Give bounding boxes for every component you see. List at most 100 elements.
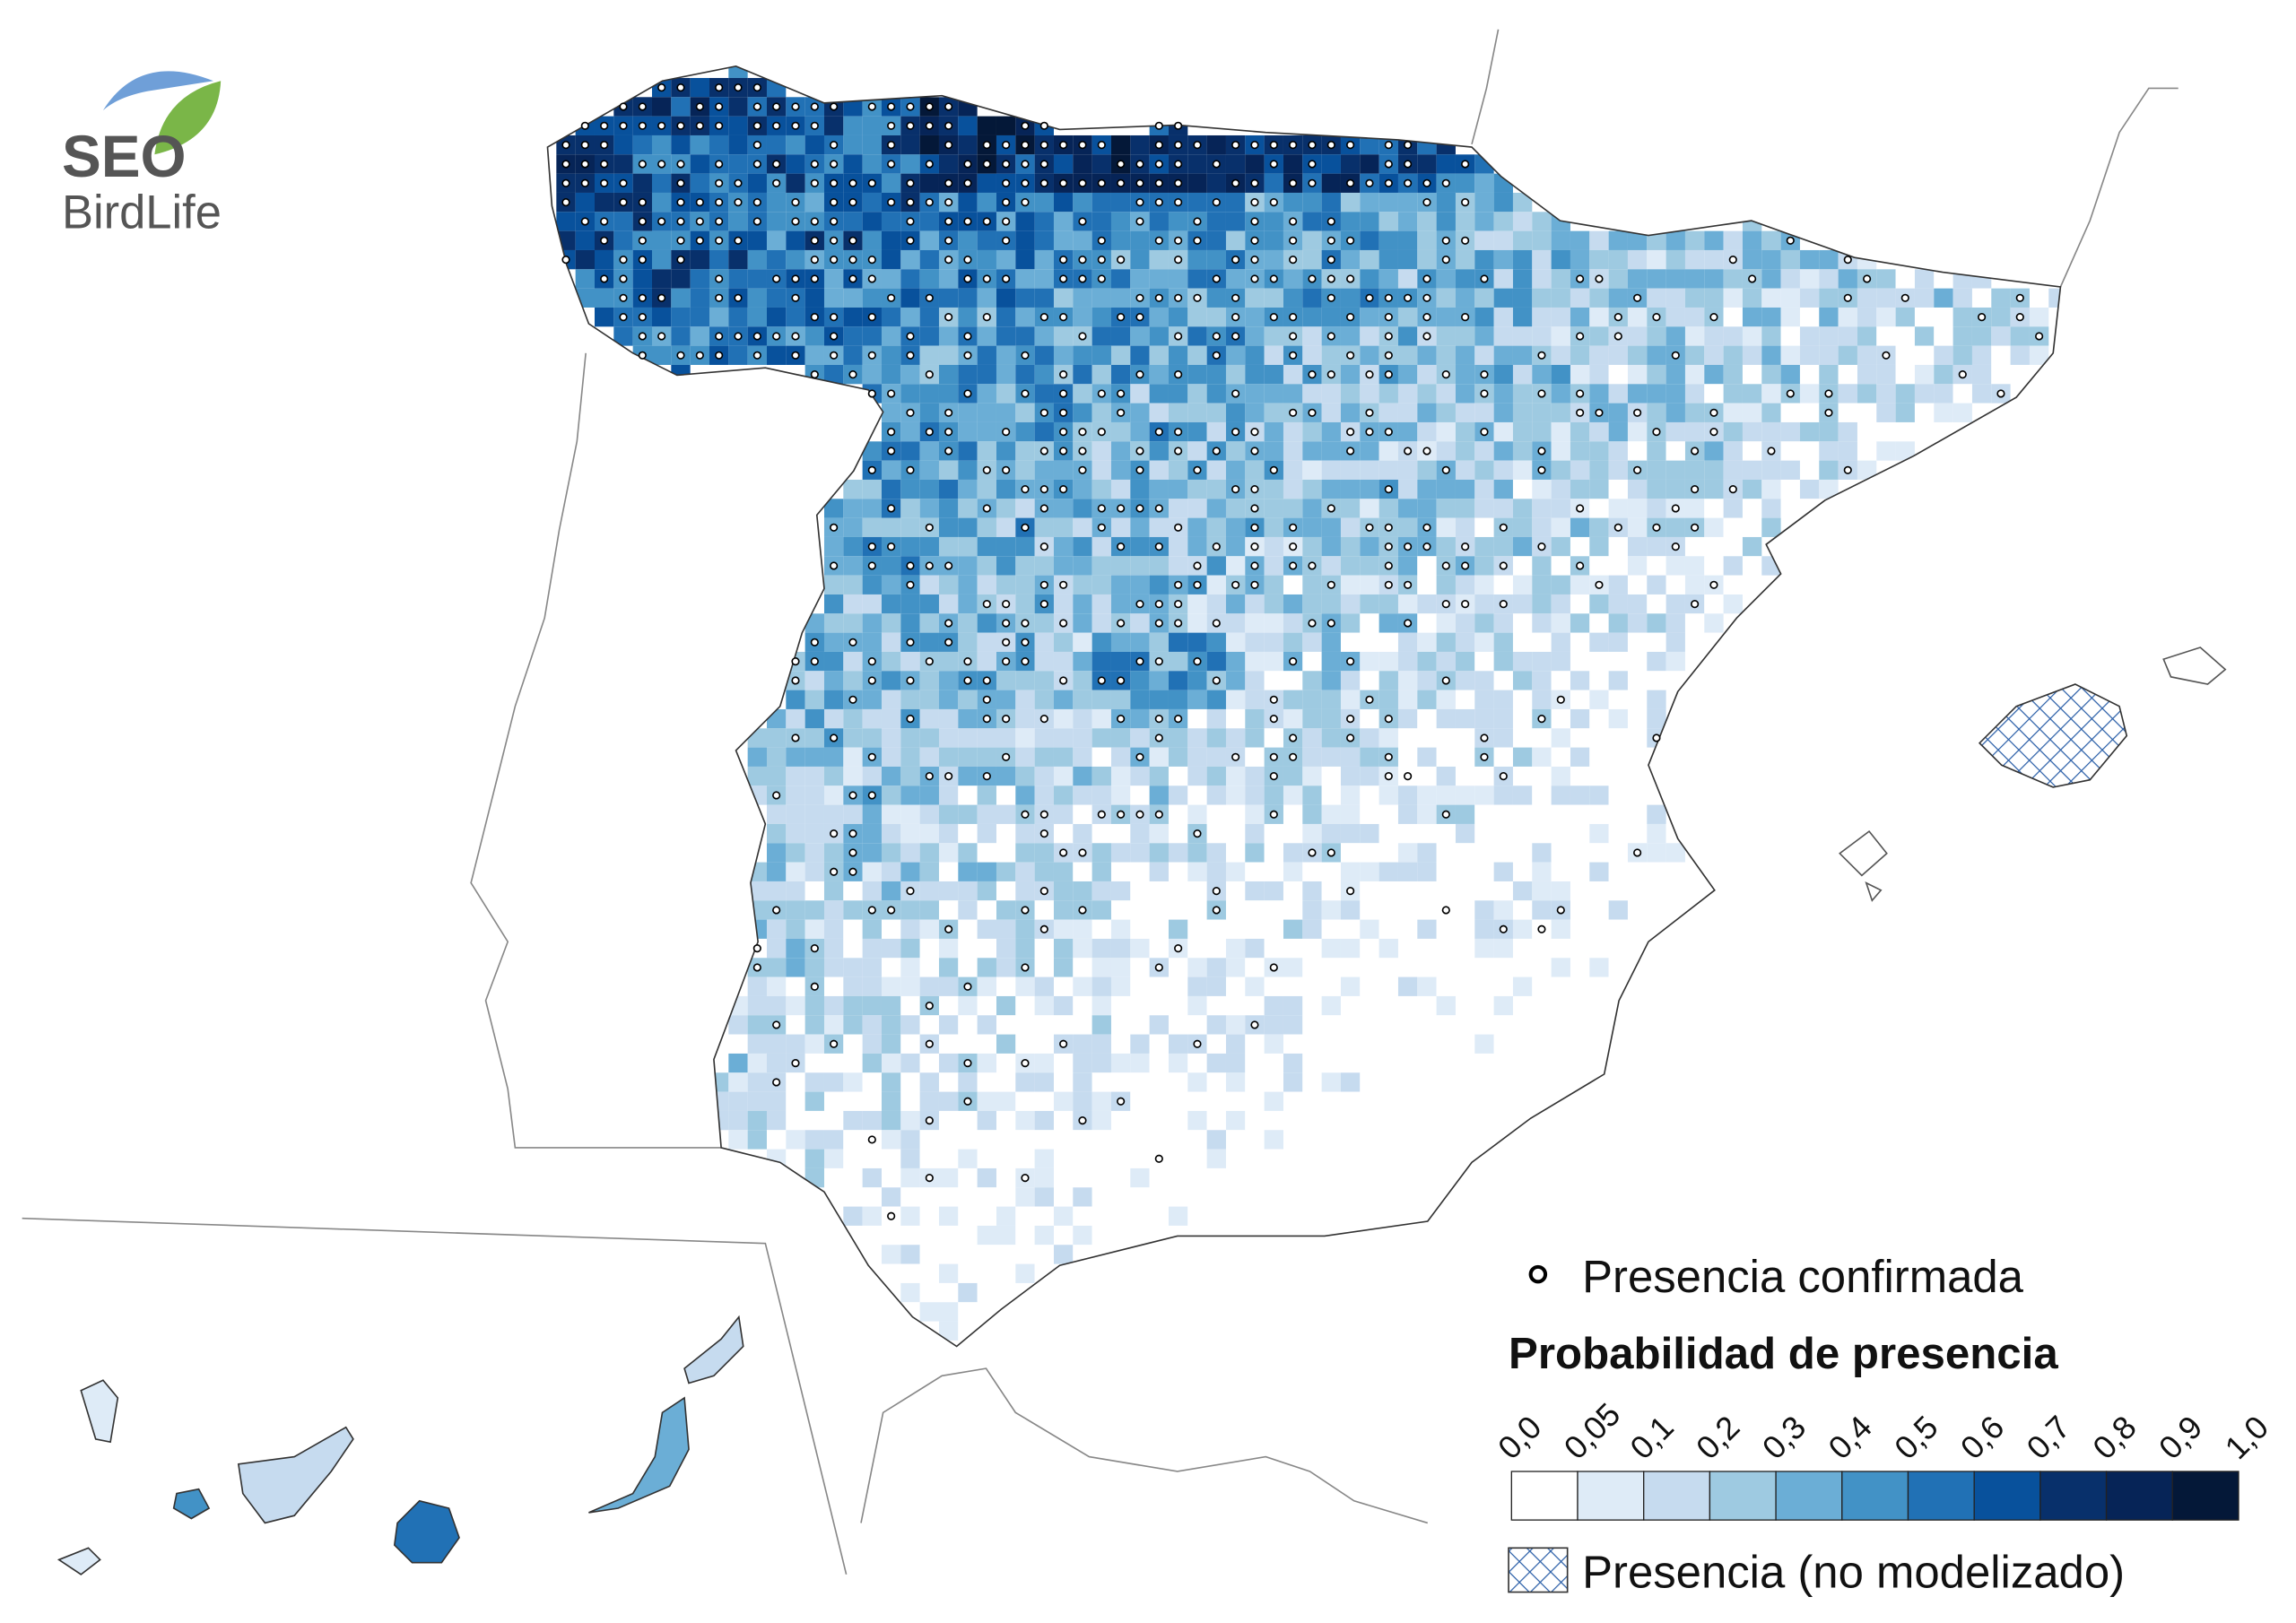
presence-dot bbox=[1633, 408, 1642, 417]
grid-cell bbox=[1474, 403, 1494, 422]
grid-cell bbox=[1130, 995, 1150, 1016]
grid-cell bbox=[1512, 575, 1533, 595]
grid-cell bbox=[1110, 1130, 1131, 1150]
grid-cell bbox=[1091, 1072, 1111, 1092]
grid-cell bbox=[823, 1072, 844, 1092]
presence-dot bbox=[772, 332, 781, 341]
grid-cell bbox=[1264, 843, 1283, 863]
grid-cell bbox=[786, 1149, 805, 1168]
grid-cell bbox=[1360, 804, 1379, 824]
grid-cell bbox=[1360, 976, 1379, 996]
presence-dot bbox=[1824, 408, 1833, 417]
grid-cell bbox=[1053, 938, 1074, 959]
presence-dot bbox=[1154, 600, 1163, 609]
presence-dot bbox=[1384, 561, 1393, 570]
presence-dot bbox=[1709, 313, 1718, 322]
grid-cell bbox=[1187, 421, 1207, 442]
presence-dot bbox=[830, 256, 839, 265]
presence-dot bbox=[1002, 198, 1011, 207]
presence-dot bbox=[791, 733, 800, 742]
grid-cell bbox=[1206, 135, 1226, 155]
grid-cell bbox=[1168, 269, 1188, 289]
presence-dot bbox=[1154, 619, 1163, 628]
grid-cell bbox=[938, 823, 959, 844]
grid-cell bbox=[1225, 1110, 1246, 1131]
grid-cell bbox=[766, 345, 787, 365]
presence-dot bbox=[1289, 351, 1298, 360]
grid-cell bbox=[728, 212, 748, 231]
presence-dot bbox=[1039, 924, 1048, 933]
grid-cell bbox=[1761, 288, 1781, 308]
grid-cell bbox=[1397, 900, 1418, 920]
grid-cell bbox=[1302, 1015, 1322, 1035]
grid-cell bbox=[1149, 364, 1169, 385]
grid-cell bbox=[881, 403, 901, 422]
grid-cell bbox=[843, 154, 863, 174]
presence-dot bbox=[982, 504, 991, 513]
grid-cell bbox=[1684, 556, 1705, 576]
grid-cell bbox=[728, 1053, 748, 1073]
presence-dot bbox=[1556, 695, 1565, 704]
grid-cell bbox=[843, 1149, 863, 1168]
grid-cell bbox=[766, 919, 787, 939]
grid-cell bbox=[958, 1245, 978, 1264]
grid-cell bbox=[938, 1302, 959, 1322]
grid-cell bbox=[747, 728, 767, 748]
logo-arc bbox=[102, 71, 213, 111]
grid-cell bbox=[1206, 230, 1226, 250]
grid-cell bbox=[881, 364, 901, 385]
grid-cell bbox=[804, 843, 824, 863]
grid-cell bbox=[786, 154, 805, 174]
presence-dot bbox=[1174, 256, 1183, 265]
grid-cell bbox=[919, 345, 939, 365]
grid-cell bbox=[1340, 690, 1361, 709]
africa-coast bbox=[860, 1367, 1429, 1524]
grid-cell bbox=[1073, 766, 1092, 786]
grid-cell bbox=[977, 556, 996, 576]
presence-dot bbox=[1461, 542, 1470, 551]
grid-cell bbox=[919, 881, 939, 901]
grid-cell bbox=[862, 1034, 882, 1054]
grid-cell bbox=[1761, 460, 1781, 480]
grid-cell bbox=[1627, 747, 1648, 767]
grid-cell bbox=[1512, 747, 1533, 767]
presence-dot bbox=[715, 351, 724, 360]
grid-cell bbox=[1360, 212, 1379, 231]
presence-dot bbox=[1059, 447, 1068, 456]
grid-cell bbox=[1302, 862, 1322, 881]
grid-cell bbox=[1264, 651, 1283, 672]
grid-cell bbox=[958, 919, 978, 939]
grid-cell bbox=[1589, 976, 1609, 996]
grid-cell bbox=[900, 594, 920, 614]
grid-cell bbox=[881, 958, 901, 977]
presence-dot bbox=[1021, 389, 1030, 398]
grid-cell bbox=[1073, 307, 1092, 327]
presence-dot bbox=[1078, 332, 1087, 341]
grid-cell bbox=[1187, 1015, 1207, 1035]
grid-cell bbox=[1436, 192, 1456, 213]
presence-dot bbox=[982, 217, 991, 226]
grid-cell bbox=[1742, 575, 1762, 595]
presence-dot bbox=[1059, 408, 1068, 417]
presence-dot bbox=[772, 274, 781, 283]
grid-cell bbox=[1512, 384, 1533, 404]
grid-cell bbox=[1474, 594, 1494, 614]
presence-dot bbox=[1441, 256, 1450, 265]
grid-cell bbox=[1053, 1187, 1074, 1207]
grid-cell bbox=[1168, 1149, 1188, 1168]
grid-cell bbox=[1302, 823, 1322, 844]
presence-dot bbox=[2035, 332, 2044, 341]
grid-cell bbox=[1474, 556, 1494, 576]
presence-dot bbox=[1441, 600, 1450, 609]
grid-cell bbox=[1130, 976, 1150, 996]
presence-dot bbox=[600, 274, 609, 283]
grid-cell bbox=[671, 288, 691, 308]
grid-cell bbox=[1168, 976, 1188, 996]
presence-dot bbox=[1289, 752, 1298, 761]
grid-cell bbox=[1532, 862, 1552, 881]
grid-cell bbox=[919, 575, 939, 595]
grid-cell bbox=[1934, 307, 1953, 327]
grid-cell bbox=[1206, 995, 1226, 1016]
presence-dot bbox=[1135, 810, 1144, 819]
grid-cell bbox=[1264, 421, 1283, 442]
